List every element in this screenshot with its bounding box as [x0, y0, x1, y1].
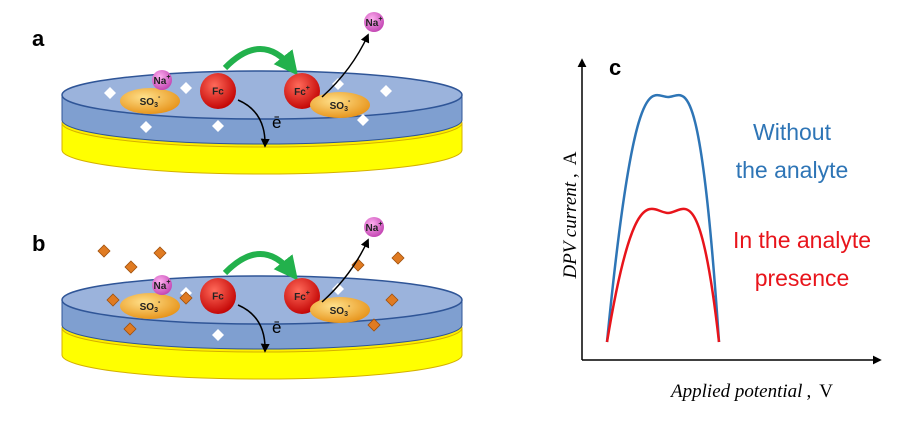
sulfonate — [120, 88, 180, 114]
species-sub: 3 — [154, 102, 158, 109]
species-sup: + — [378, 221, 382, 228]
electron-label: ē — [272, 318, 281, 337]
x-axis-sep: , — [806, 381, 811, 402]
ferrocene — [200, 278, 236, 314]
species-text: SO — [330, 306, 345, 317]
ferrocene — [200, 73, 236, 109]
electron-arrow — [237, 99, 270, 148]
release-arrow — [321, 238, 370, 303]
diamond — [357, 114, 369, 126]
diamond — [104, 87, 116, 99]
diamond — [106, 293, 120, 307]
species-text: Na — [366, 18, 379, 29]
species-label: Fc+ — [294, 85, 310, 98]
species-label: SO3- — [140, 299, 161, 314]
species-text: SO — [140, 97, 155, 108]
y-axis-sep: , — [560, 173, 581, 178]
sodium — [364, 217, 384, 237]
species-label: Fc — [212, 292, 224, 303]
species-sup: - — [158, 94, 161, 101]
sodium — [152, 70, 172, 90]
species-sub: 3 — [344, 311, 348, 318]
sodium — [364, 12, 384, 32]
y-axis-label: DPV current, A — [560, 151, 581, 279]
species-label: Fc+ — [294, 290, 310, 303]
ferrocenium — [284, 278, 320, 314]
diamond — [380, 85, 392, 97]
transfer-arrow — [222, 46, 298, 76]
species-label: SO3- — [140, 94, 161, 109]
electron-label: ē — [272, 113, 281, 132]
diamond — [180, 82, 192, 94]
x-axis-label: Applied potential, V — [669, 381, 833, 402]
diamond — [332, 78, 344, 90]
curve-label: the analyte — [736, 157, 849, 183]
species-label: Na+ — [366, 16, 383, 29]
transfer-arrow — [222, 251, 298, 281]
species-text: Na — [366, 223, 379, 234]
species-text: Na — [154, 76, 167, 87]
panel-label: b — [32, 231, 45, 256]
sodium — [152, 275, 172, 295]
panel-label: a — [32, 26, 45, 51]
y-axis-unit: A — [560, 151, 581, 165]
species-label: Fc — [212, 87, 224, 98]
curve-label: In the analyte — [733, 227, 871, 253]
species-sub: 3 — [154, 307, 158, 314]
film-top — [61, 70, 463, 120]
species-sup: + — [166, 74, 170, 81]
diamond — [385, 293, 399, 307]
species-label: SO3- — [330, 303, 351, 318]
diamond — [212, 120, 224, 132]
species-sup: + — [306, 290, 310, 297]
diamond — [179, 291, 193, 305]
species-sub: 3 — [344, 106, 348, 113]
diamond — [367, 318, 381, 332]
film-top — [61, 275, 463, 325]
species-sup: + — [378, 16, 382, 23]
sulfonate — [310, 92, 370, 118]
diamond — [332, 283, 344, 295]
diamond — [212, 329, 224, 341]
species-text: Na — [154, 281, 167, 292]
species-sup: - — [348, 303, 351, 310]
species-sup: - — [348, 98, 351, 105]
x-axis-unit: V — [819, 381, 833, 402]
species-text: SO — [140, 302, 155, 313]
species-label: SO3- — [330, 98, 351, 113]
diamond — [140, 121, 152, 133]
species-text: SO — [330, 101, 345, 112]
sulfonate — [310, 297, 370, 323]
species-text: Fc — [294, 87, 306, 98]
curve-label: presence — [755, 265, 850, 291]
release-arrow — [321, 33, 370, 98]
species-sup: + — [306, 85, 310, 92]
diamond — [124, 260, 138, 274]
species-sup: + — [166, 279, 170, 286]
diamond — [351, 258, 365, 272]
species-label: Na+ — [366, 221, 383, 234]
electron-arrow — [237, 304, 270, 353]
x-axis-name: Applied potential — [669, 381, 802, 402]
curve — [605, 93, 721, 343]
species-text: Fc — [294, 292, 306, 303]
curve-label: Without — [753, 119, 832, 145]
species-label: Na+ — [154, 74, 171, 87]
diamond — [97, 244, 111, 258]
panel-label: c — [609, 55, 621, 80]
species-label: Na+ — [154, 279, 171, 292]
diamond — [153, 246, 167, 260]
sulfonate — [120, 293, 180, 319]
ferrocenium — [284, 73, 320, 109]
curve — [605, 207, 721, 343]
y-axis-name: DPV current — [560, 181, 581, 279]
diamond — [391, 251, 405, 265]
species-sup: - — [158, 299, 161, 306]
diamond — [123, 322, 137, 336]
